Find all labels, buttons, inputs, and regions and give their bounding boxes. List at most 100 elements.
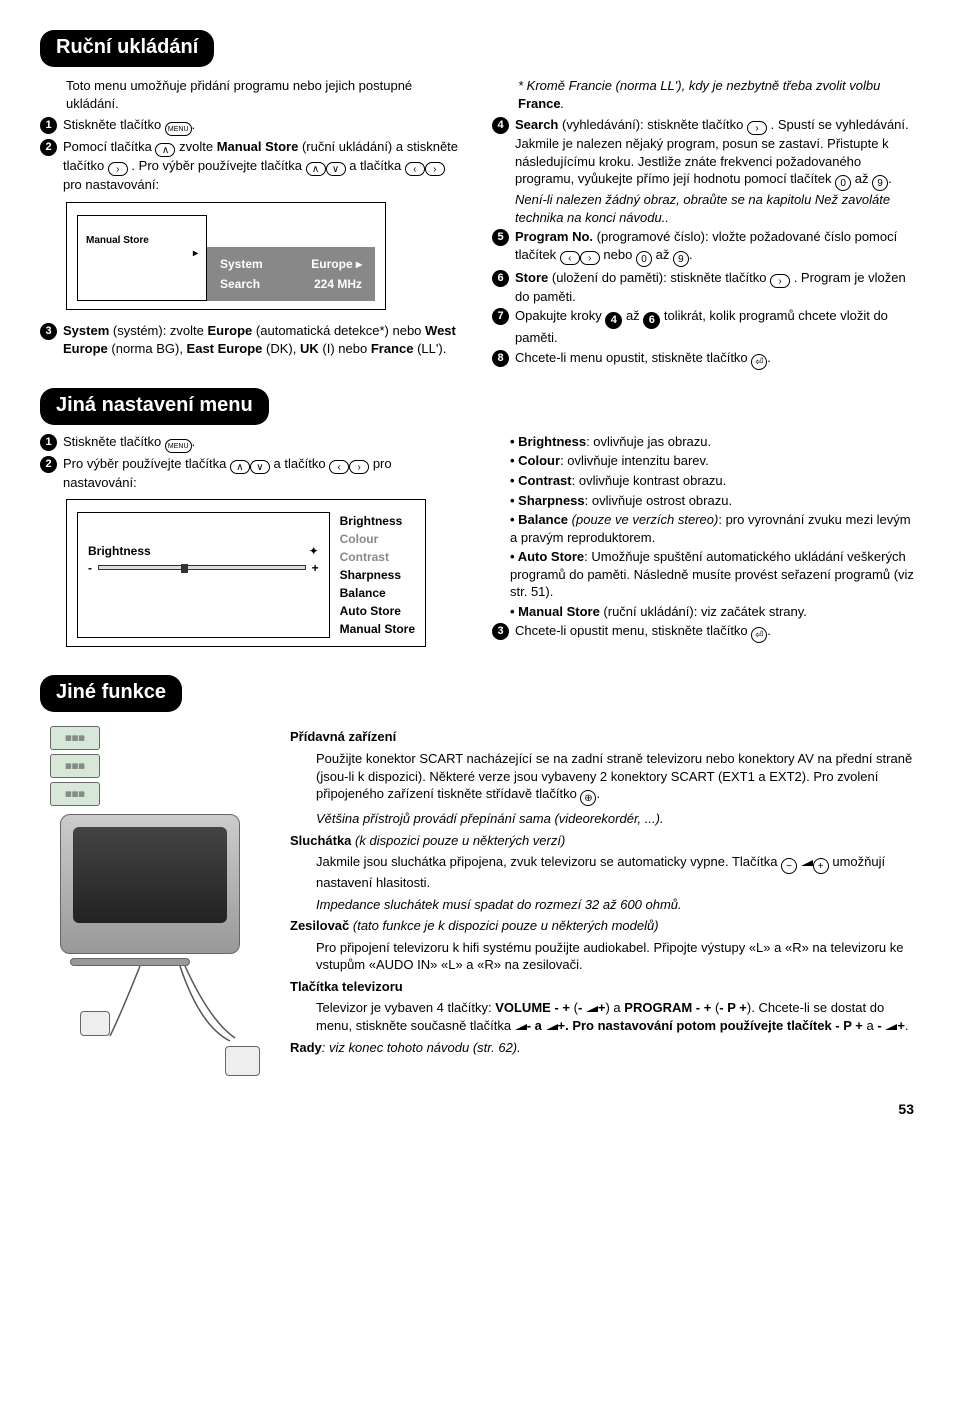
step-6: 6 Store (uložení do paměti): stiskněte t… <box>492 269 914 306</box>
step-4: 4 Search (vyhledávání): stiskněte tlačít… <box>492 116 914 226</box>
sun-icon: ✦ <box>309 543 319 559</box>
exit-icon: ⏎ <box>751 627 767 643</box>
step-8: 8 Chcete-li menu opustit, stiskněte tlač… <box>492 349 914 370</box>
scart-ext1: ▦▦▦ <box>50 726 100 750</box>
section-header: Jiné funkce <box>40 675 182 712</box>
text: (DK), <box>266 341 296 356</box>
heading-rady: Rady: viz konec tohoto návodu (str. 62). <box>290 1039 914 1057</box>
list-item: Colour: ovlivňuje intenzitu barev. <box>510 452 914 470</box>
exit-icon: ⏎ <box>751 354 767 370</box>
scart-connectors: ▦▦▦ ▦▦▦ ▦▦▦ <box>50 726 100 806</box>
text: - <box>877 1018 885 1033</box>
mhz-value: 224 MHz <box>286 275 363 293</box>
down-arrow-icon: ∨ <box>326 162 346 176</box>
list-item: Balance <box>340 584 415 602</box>
text: a tlačítko <box>274 456 330 471</box>
left-arrow-icon: ‹ <box>329 460 349 474</box>
scart-ext2: ▦▦▦ <box>50 754 100 778</box>
step-1: 1 Stiskněte tlačítko MENU. <box>40 433 462 453</box>
list-item: Contrast: ovlivňuje kontrast obrazu. <box>510 472 914 490</box>
heading-zesilovac: Zesilovač (tato funkce je k dispozici po… <box>290 917 914 935</box>
two-column-layout: 1 Stiskněte tlačítko MENU. 2 Pro výběr p… <box>40 433 914 660</box>
heading-pridavna: Přídavná zařízení <box>290 728 914 746</box>
plus-label: + <box>312 560 319 576</box>
pridavna-text: Použijte konektor SCART nacházející se n… <box>316 750 914 806</box>
text: pro nastavování: <box>63 177 159 192</box>
left-arrow-icon: ‹ <box>405 162 425 176</box>
label: Colour <box>518 453 560 468</box>
bullet-7-icon: 7 <box>492 308 509 325</box>
bullet-4-icon: 4 <box>492 117 509 134</box>
text: až <box>855 171 872 186</box>
left-arrow-icon: ‹ <box>560 251 580 265</box>
system-label: System <box>219 255 284 273</box>
headphone-icon <box>225 1046 260 1076</box>
text: +. Pro nastavování potom používejte tlač… <box>558 1018 836 1033</box>
text: až <box>626 308 643 323</box>
list-item: Manual Store <box>340 620 415 638</box>
note: (k dispozici pouze u některých verzí) <box>355 833 565 848</box>
text: : viz konec tohoto návodu (str. 62). <box>322 1040 521 1055</box>
text: nebo <box>603 247 636 262</box>
east-europe-bold: East Europe <box>187 341 263 356</box>
minus-icon: − <box>781 858 797 874</box>
text: a tlačítka <box>349 158 405 173</box>
label: Sluchátka <box>290 833 351 848</box>
step-8-text: Chcete-li menu opustit, stiskněte tlačít… <box>515 349 914 370</box>
right-arrow-icon: › <box>747 121 767 135</box>
text: a <box>863 1018 877 1033</box>
label: Brightness <box>518 434 586 449</box>
text: + <box>897 1018 905 1033</box>
step-3-text: Chcete-li opustit menu, stiskněte tlačít… <box>515 622 914 643</box>
bullet-5-icon: 5 <box>492 229 509 246</box>
heading-tlacitka: Tlačítka televizoru <box>290 978 914 996</box>
zero-key-icon: 0 <box>835 175 851 191</box>
france-bold: France <box>518 96 561 111</box>
europe-value: Europe ▸ <box>286 255 363 273</box>
left-column: 1 Stiskněte tlačítko MENU. 2 Pro výběr p… <box>40 433 462 660</box>
volume-triangle-icon <box>586 1006 598 1012</box>
brightness-slider: Brightness ✦ <box>88 543 319 559</box>
ref-6-icon: 6 <box>643 312 660 329</box>
tlacitka-text: Televizor je vybaven 4 tlačítky: VOLUME … <box>316 999 914 1034</box>
amplifier-icon <box>80 1011 110 1036</box>
section-rucni-ukladani: Ruční ukládání Toto menu umožňuje přidán… <box>40 30 914 372</box>
bullet-2-icon: 2 <box>40 456 57 473</box>
left-column: Toto menu umožňuje přidání programu nebo… <box>40 75 462 372</box>
heading-sluchatka: Sluchátka (k dispozici pouze u některých… <box>290 832 914 850</box>
label: Zesilovač <box>290 918 349 933</box>
volume-triangle-icon <box>546 1024 558 1030</box>
right-column: Brightness: ovlivňuje jas obrazu. Colour… <box>492 433 914 660</box>
text: Chcete-li menu opustit, stiskněte tlačít… <box>515 350 751 365</box>
brightness-screen-illustration: Brightness ✦ - + Brightness Colour Contr… <box>66 499 426 647</box>
bullet-1-icon: 1 <box>40 117 57 134</box>
up-arrow-icon: ∧ <box>155 143 175 157</box>
search-label: Search <box>219 275 284 293</box>
step-2-text: Pomocí tlačítka ∧ zvolte Manual Store (r… <box>63 138 462 194</box>
volume-label: VOLUME - + <box>495 1000 570 1015</box>
europe-bold: Europe <box>208 323 253 338</box>
right-arrow-icon: › <box>349 460 369 474</box>
france-bold: France <box>371 341 414 356</box>
text: (uložení do paměti): stiskněte tlačítko <box>552 270 770 285</box>
france-note: * Kromě Francie (norma LL'), kdy je nezb… <box>518 77 914 112</box>
bullet-3-icon: 3 <box>492 623 509 640</box>
note: (tato funkce je k dispozici pouze u někt… <box>353 918 659 933</box>
text: : ovlivňuje jas obrazu. <box>586 434 711 449</box>
program-label: PROGRAM - + <box>624 1000 711 1015</box>
text: Televizor je vybaven 4 tlačítky: <box>316 1000 495 1015</box>
bullet-3-icon: 3 <box>40 323 57 340</box>
minus-label: - <box>88 560 92 576</box>
text: (I) nebo <box>322 341 370 356</box>
uk-bold: UK <box>300 341 319 356</box>
tv-body <box>60 814 240 954</box>
right-arrow-icon: › <box>108 162 128 176</box>
text: Použijte konektor SCART nacházející se n… <box>316 751 912 801</box>
screen-content: SystemEurope ▸ Search224 MHz <box>207 247 375 301</box>
search-bold: Search <box>515 117 558 132</box>
step-7: 7 Opakujte kroky 4 až 6 tolikrát, kolik … <box>492 307 914 347</box>
text: - <box>578 1000 586 1015</box>
settings-list: Brightness: ovlivňuje jas obrazu. Colour… <box>510 433 914 620</box>
list-item: Sharpness <box>340 566 415 584</box>
zesilovac-text: Pro připojení televizoru k hifi systému … <box>316 939 914 974</box>
